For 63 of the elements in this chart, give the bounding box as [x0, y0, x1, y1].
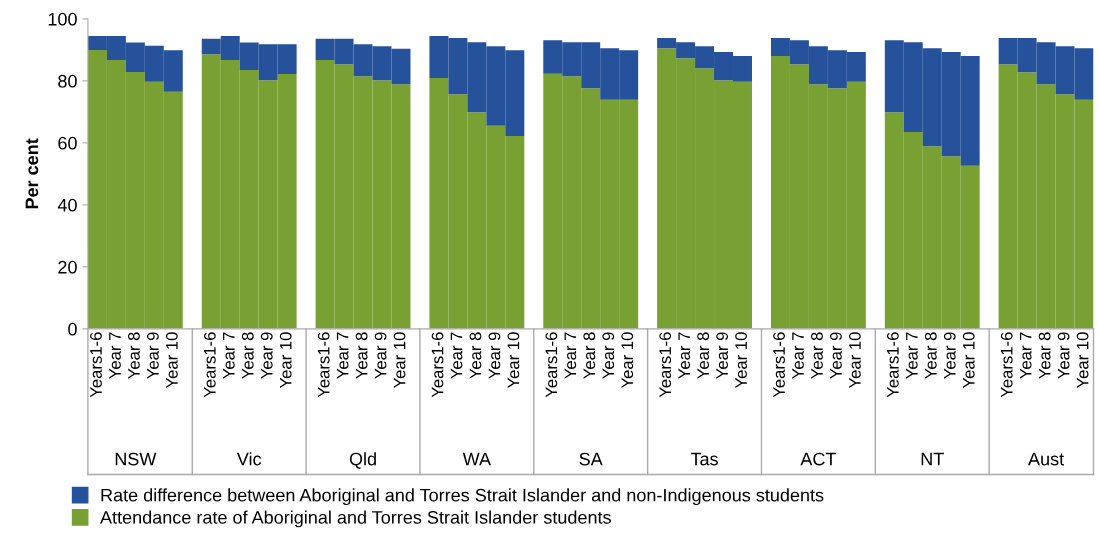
text: SA	[579, 452, 603, 466]
x-tick-label: Years1-6	[317, 332, 330, 398]
x-tick-label: Year 8	[697, 332, 710, 379]
y-axis-title: Per cent	[25, 138, 39, 209]
x-tick-label: Years1-6	[886, 332, 899, 398]
x-tick-label: Year 9	[716, 332, 728, 379]
x-tick-label: Year 10	[621, 332, 634, 389]
text: Vic	[236, 452, 262, 466]
x-tick-label: Year 10	[507, 332, 520, 389]
x-tick-label: Year 9	[374, 332, 387, 379]
x-tick-label: Year 9	[147, 332, 159, 379]
x-tick-label: Year 10	[735, 332, 747, 389]
x-tick-label: Year 8	[1038, 332, 1051, 379]
y-tick-label: 40	[57, 198, 77, 212]
y-tick-label: 0	[68, 322, 77, 336]
text: NT	[921, 452, 944, 466]
x-tick-label: Years1-6	[203, 332, 216, 398]
x-tick-label: Year 7	[1019, 332, 1032, 379]
x-tick-label: Year 7	[450, 332, 463, 379]
x-tick-label: Year 10	[849, 332, 861, 389]
x-tick-label: Year 10	[1076, 332, 1089, 389]
x-tick-label: Year 8	[355, 332, 368, 379]
text: Tas	[690, 452, 718, 466]
y-tick-label: 20	[58, 260, 77, 274]
x-tick-label: Year 9	[830, 332, 842, 379]
x-tick-label: Year 8	[469, 332, 482, 379]
x-tick-label: Year 8	[583, 332, 596, 379]
x-tick-label: Year 8	[241, 332, 254, 379]
x-tick-label: Year 10	[279, 332, 292, 389]
y-tick-label: 100	[48, 12, 77, 26]
x-tick-label: Year 8	[924, 332, 937, 379]
x-tick-label: Year 7	[109, 332, 121, 379]
x-tick-label: Year 10	[962, 332, 975, 389]
x-tick-label: Years1-6	[545, 332, 558, 398]
text: WA	[462, 452, 492, 466]
x-tick-label: Year 9	[943, 332, 956, 379]
x-tick-label: Year 7	[678, 332, 691, 379]
y-tick-label: 80	[58, 74, 77, 88]
x-tick-label: Years1-6	[1000, 332, 1013, 398]
x-tick-label: Year 10	[165, 332, 178, 389]
x-tick-label: Year 7	[564, 332, 577, 379]
x-tick-label: Years1-6	[90, 332, 102, 398]
x-tick-label: Years1-6	[431, 332, 444, 398]
y-tick-label: 60	[58, 136, 77, 150]
text: Aust	[1028, 452, 1064, 466]
x-tick-label: Year 8	[128, 332, 140, 379]
legend-label: Attendance rate of Aboriginal and Torres Strait Islander students	[100, 510, 611, 528]
x-tick-label: Years1-6	[659, 332, 672, 398]
x-tick-label: Years1-6	[773, 332, 785, 398]
x-tick-label: Year 7	[336, 332, 349, 379]
legend-label: Rate difference between Aboriginal and Torres Strait Islander and non-Indigenous students	[101, 488, 824, 506]
x-tick-label: Year 8	[811, 332, 823, 379]
x-tick-label: Year 7	[792, 332, 804, 379]
text: ACT	[800, 452, 837, 466]
x-tick-label: Year 9	[260, 332, 273, 379]
x-tick-label: Year 7	[223, 332, 235, 379]
x-tick-label: Year 7	[906, 332, 918, 379]
text: Qld	[349, 452, 376, 469]
text: NSW	[115, 452, 157, 466]
x-tick-label: Year 9	[488, 332, 501, 379]
x-tick-label: Year 9	[1057, 332, 1070, 379]
x-tick-label: Year 10	[393, 332, 406, 389]
x-tick-label: Year 9	[602, 332, 615, 379]
